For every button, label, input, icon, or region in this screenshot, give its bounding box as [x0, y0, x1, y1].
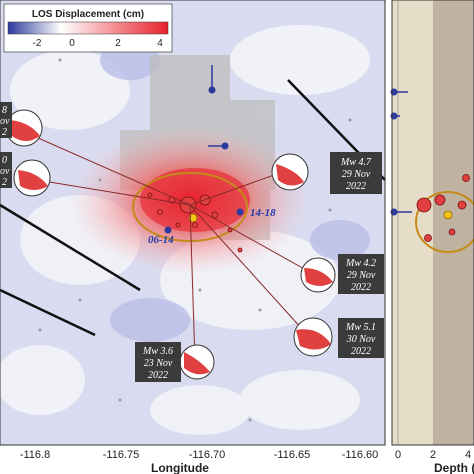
event-partial: 8: [2, 105, 7, 116]
focal-mechanism-51: [293, 317, 333, 357]
event-partial: ov: [0, 116, 10, 127]
focal-mechanism-left-1: [5, 109, 43, 147]
focal-mechanism-36: [179, 344, 215, 380]
event-date: 23 Nov: [144, 358, 173, 369]
event-label-left-1: 8 ov 2: [0, 102, 12, 138]
x-tick: -116.60: [342, 449, 379, 461]
event-label-36: Mw 3.6 23 Nov 2022: [135, 342, 181, 382]
depth-tick: 2: [430, 449, 436, 461]
colorbar: LOS Displacement (cm) -2 0 2 4: [3, 3, 173, 53]
event-partial: 0: [2, 155, 7, 166]
colorbar-tick: 2: [115, 38, 121, 49]
colorbar-tick: 4: [157, 38, 163, 49]
event-date: 29 Nov: [347, 270, 376, 281]
map-x-axis: -116.8 -116.75 -116.70 -116.65 -116.60 L…: [20, 449, 378, 474]
colorbar-tick: -2: [33, 38, 42, 49]
x-tick: -116.70: [189, 449, 226, 461]
depth-panel: [390, 0, 474, 446]
map-panel: 14-18 06-14: [0, 0, 386, 446]
x-tick: -116.75: [103, 449, 140, 461]
colorbar-tick: 0: [69, 38, 75, 49]
event-year: 2022: [148, 370, 168, 381]
map-frame: [0, 0, 386, 446]
focal-mechanism-47: [271, 153, 309, 191]
event-year: 2022: [351, 346, 371, 357]
event-partial: ov: [0, 166, 10, 177]
event-partial: 2: [2, 177, 7, 188]
focal-mechanism-42: [300, 257, 336, 293]
gps-stations: [164, 65, 244, 234]
depth-zone: [433, 0, 474, 445]
event-mw: Mw 5.1: [345, 322, 376, 333]
insar-patches: [0, 25, 370, 435]
depth-ellipse: [415, 191, 474, 253]
colorbar-title: LOS Displacement (cm): [32, 9, 144, 20]
background-seismicity: [38, 58, 352, 422]
x-axis-title: Longitude: [151, 461, 209, 474]
event-mw: Mw 4.2: [345, 258, 376, 269]
event-year: 2022: [346, 181, 366, 192]
mainshock-star: [188, 213, 198, 223]
depth-tick: 0: [395, 449, 401, 461]
swarm-label-14-18: 14-18: [250, 207, 276, 219]
event-label-left-2: 0 ov 2: [0, 152, 12, 188]
event-mw: Mw 4.7: [340, 157, 372, 168]
x-tick: -116.65: [274, 449, 311, 461]
event-label-42: Mw 4.2 29 Nov 2022: [338, 254, 384, 294]
event-year: 2022: [351, 282, 371, 293]
event-date: 30 Nov: [346, 334, 376, 345]
depth-axis-title: Depth (: [434, 461, 474, 474]
event-date: 29 Nov: [342, 169, 371, 180]
event-label-47: Mw 4.7 29 Nov 2022: [330, 152, 382, 194]
depth-x-axis: 0 2 4 Depth (: [395, 449, 474, 474]
event-label-51: Mw 5.1 30 Nov 2022: [338, 318, 384, 358]
depth-earthquakes: [416, 174, 470, 242]
focal-mechanism-left-2: [13, 159, 51, 197]
colorbar-gradient: [7, 21, 169, 35]
event-partial: 2: [2, 127, 7, 138]
x-tick: -116.8: [20, 449, 50, 461]
seismicity-ellipse: [132, 172, 248, 242]
depth-tick: 4: [465, 449, 471, 461]
event-mw: Mw 3.6: [142, 346, 173, 357]
connector-lines: [19, 129, 316, 363]
swarm-label-06-14: 06-14: [148, 234, 174, 246]
